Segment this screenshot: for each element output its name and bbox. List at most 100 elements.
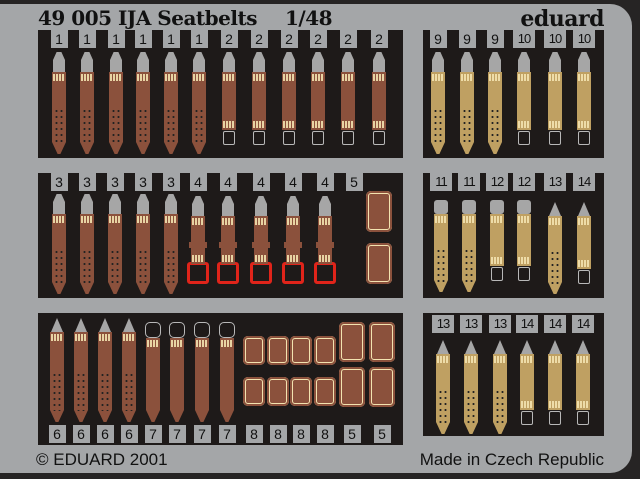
belt-strap <box>577 72 591 130</box>
belt-tip <box>255 196 267 216</box>
seat-pad <box>267 336 289 365</box>
seat-pad <box>243 336 265 365</box>
stitch-band <box>81 216 93 223</box>
belt-tip <box>549 52 561 72</box>
part-number-label: 1 <box>78 30 96 48</box>
belt-tip <box>192 196 204 216</box>
buckle-icon <box>578 270 590 284</box>
part-number-label: 2 <box>309 30 327 48</box>
part-number-label: 2 <box>220 30 238 48</box>
belt-strap <box>548 72 562 130</box>
highlighted-buckle <box>217 262 239 284</box>
seat-pad <box>339 322 365 362</box>
highlighted-buckle <box>282 262 304 284</box>
part-number-label: 7 <box>193 425 211 443</box>
product-title: 49 005 IJA Seatbelts 1/48 <box>38 6 333 30</box>
stitch-band <box>283 74 295 81</box>
highlighted-buckle <box>314 262 336 284</box>
part-number-label: 7 <box>144 425 162 443</box>
stitch-band <box>165 74 177 81</box>
adjust-holes <box>82 108 92 144</box>
belt-strap <box>254 216 268 264</box>
part-number-label: 8 <box>316 425 334 443</box>
origin-text: Made in Czech Republic <box>419 450 604 469</box>
belt-tip <box>137 52 149 72</box>
part-number-label: 10 <box>573 30 595 48</box>
buckle-icon <box>521 411 533 425</box>
stitch-band <box>109 216 121 223</box>
stitch-band <box>461 74 473 81</box>
stitch-band <box>221 340 233 347</box>
buckle-icon <box>578 131 590 145</box>
belt-tip <box>165 194 177 214</box>
stitch-band <box>123 334 135 341</box>
seat-pad <box>290 377 312 406</box>
part-number-label: 7 <box>168 425 186 443</box>
belt-tip <box>110 52 122 72</box>
stitch-band <box>577 401 589 408</box>
stitch-band <box>287 255 299 262</box>
belt-tip <box>489 52 501 72</box>
stitch-band <box>53 74 65 81</box>
belt-tip <box>193 52 205 72</box>
belt-strap <box>252 72 266 130</box>
stitch-band <box>549 218 561 225</box>
adjust-holes <box>124 371 134 412</box>
belt-tip <box>319 196 331 216</box>
belt-tip <box>253 52 265 72</box>
belt-strap <box>222 72 236 130</box>
part-number-label: 8 <box>269 425 287 443</box>
belt-tip <box>312 52 324 72</box>
stitch-band <box>342 74 354 81</box>
part-number-label: 10 <box>544 30 566 48</box>
stitch-band <box>578 74 590 81</box>
fret-panel <box>423 30 604 158</box>
adjust-holes <box>82 249 92 285</box>
seat-pad <box>369 367 395 407</box>
part-number-label: 3 <box>50 173 68 191</box>
buckle-icon <box>283 131 295 145</box>
part-number-label: 11 <box>430 173 452 191</box>
seat-pad <box>314 336 336 365</box>
belt-tip <box>53 52 65 72</box>
stitch-band <box>432 74 444 81</box>
part-number-label: 4 <box>252 173 270 191</box>
stitch-band <box>549 356 561 363</box>
buckle-icon <box>577 411 589 425</box>
adjust-holes <box>100 371 110 412</box>
highlighted-buckle <box>250 262 272 284</box>
part-number-label: 6 <box>120 425 138 443</box>
stitch-band <box>99 334 111 341</box>
stitch-band <box>491 216 503 223</box>
part-number-label: 3 <box>162 173 180 191</box>
stitch-band <box>489 74 501 81</box>
belt-tip <box>461 52 473 72</box>
part-number-label: 2 <box>250 30 268 48</box>
adjust-holes <box>462 108 472 144</box>
part-number-label: 3 <box>78 173 96 191</box>
stitch-band <box>373 121 385 128</box>
stitch-band <box>255 218 267 225</box>
belt-tip <box>81 194 93 214</box>
part-number-label: 3 <box>106 173 124 191</box>
stitch-band <box>312 121 324 128</box>
buckle-icon <box>145 322 161 338</box>
part-number-label: 5 <box>343 425 361 443</box>
stitch-band <box>319 255 331 262</box>
stitch-band <box>491 257 503 264</box>
belt-strap <box>146 338 160 410</box>
adjust-holes <box>138 108 148 144</box>
part-number-label: 12 <box>486 173 508 191</box>
belt-strap <box>286 216 300 264</box>
part-number-label: 14 <box>516 315 538 333</box>
belt-tip <box>109 194 121 214</box>
stitch-band <box>223 121 235 128</box>
belt-strap <box>318 216 332 264</box>
adjust-holes <box>550 250 560 285</box>
stitch-band <box>137 74 149 81</box>
buckle-icon <box>491 267 503 281</box>
stitch-band <box>192 218 204 225</box>
seat-pad <box>290 336 312 365</box>
stitch-band <box>110 74 122 81</box>
belt-strap <box>341 72 355 130</box>
